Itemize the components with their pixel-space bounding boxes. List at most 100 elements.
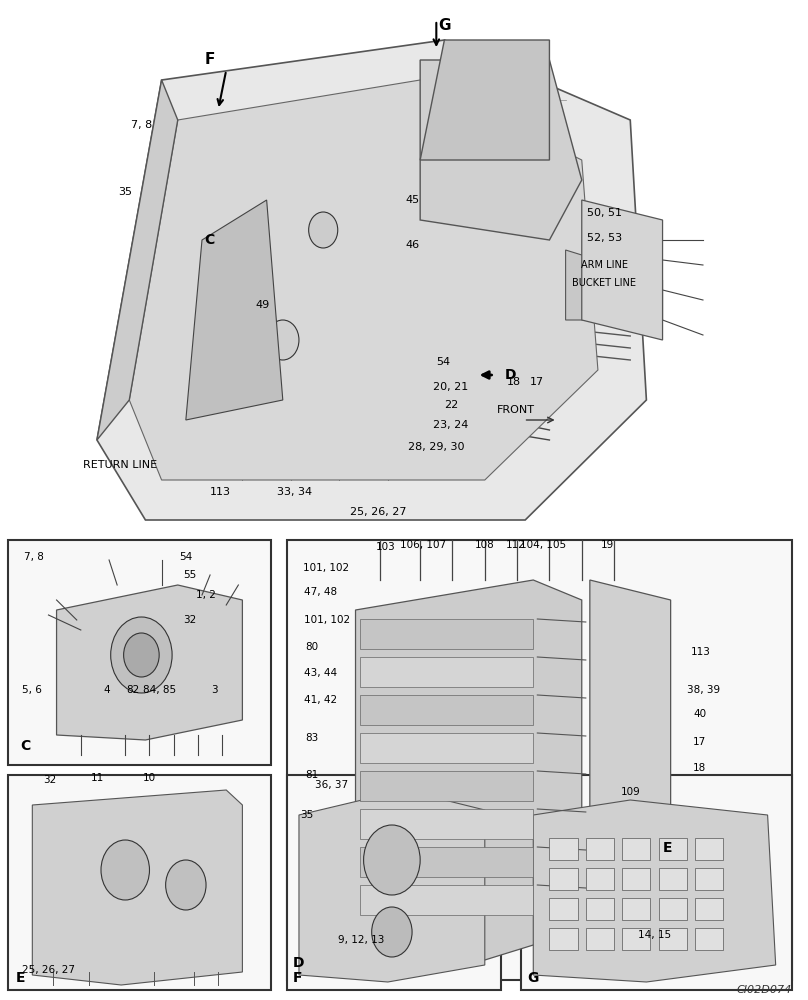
Text: 28, 29, 30: 28, 29, 30 bbox=[408, 442, 465, 452]
Text: 18: 18 bbox=[507, 377, 521, 387]
Bar bbox=[659, 838, 687, 860]
Text: 7, 8: 7, 8 bbox=[131, 120, 152, 130]
Polygon shape bbox=[57, 585, 242, 740]
Polygon shape bbox=[582, 200, 663, 340]
Polygon shape bbox=[360, 619, 533, 649]
Circle shape bbox=[111, 617, 172, 693]
Text: RETURN LINE: RETURN LINE bbox=[82, 460, 157, 470]
Text: 43, 44: 43, 44 bbox=[304, 668, 337, 678]
Text: ARM LINE: ARM LINE bbox=[581, 260, 628, 270]
Text: 46: 46 bbox=[405, 240, 419, 250]
Polygon shape bbox=[533, 800, 776, 982]
Text: 32: 32 bbox=[44, 775, 57, 785]
Bar bbox=[549, 928, 578, 950]
Text: 80: 80 bbox=[305, 642, 318, 652]
Polygon shape bbox=[97, 80, 178, 440]
Text: 19: 19 bbox=[601, 540, 614, 550]
Text: 113: 113 bbox=[691, 647, 711, 657]
Text: 9, 12, 13: 9, 12, 13 bbox=[338, 935, 384, 945]
Text: 35: 35 bbox=[118, 187, 133, 197]
Bar bbox=[586, 928, 614, 950]
Circle shape bbox=[206, 295, 246, 345]
Polygon shape bbox=[356, 580, 582, 960]
Bar bbox=[549, 898, 578, 920]
Text: D: D bbox=[505, 368, 516, 382]
Polygon shape bbox=[97, 40, 646, 520]
Text: 17: 17 bbox=[530, 377, 545, 387]
Text: 109: 109 bbox=[621, 787, 640, 797]
Bar bbox=[622, 868, 650, 890]
Text: C: C bbox=[204, 233, 214, 247]
Text: BUCKET LINE: BUCKET LINE bbox=[572, 278, 637, 288]
Polygon shape bbox=[360, 809, 533, 839]
Circle shape bbox=[372, 907, 412, 957]
Circle shape bbox=[465, 65, 505, 115]
Polygon shape bbox=[32, 790, 242, 985]
Bar bbox=[8, 540, 271, 765]
Polygon shape bbox=[299, 790, 485, 982]
Text: 41, 42: 41, 42 bbox=[304, 695, 337, 705]
Text: E: E bbox=[16, 971, 26, 985]
Text: 55: 55 bbox=[183, 570, 196, 580]
Text: 18: 18 bbox=[693, 763, 706, 773]
Text: 45: 45 bbox=[405, 195, 419, 205]
Text: 83: 83 bbox=[305, 733, 318, 743]
Bar bbox=[8, 775, 271, 990]
Bar bbox=[622, 898, 650, 920]
Bar bbox=[695, 898, 723, 920]
Text: 113: 113 bbox=[210, 487, 231, 497]
Text: 36, 37: 36, 37 bbox=[315, 780, 347, 790]
Polygon shape bbox=[129, 80, 598, 480]
Text: 40: 40 bbox=[693, 709, 706, 719]
Bar bbox=[287, 540, 792, 980]
Text: C: C bbox=[20, 739, 31, 753]
Polygon shape bbox=[186, 200, 283, 420]
Text: 103: 103 bbox=[376, 542, 395, 552]
Bar bbox=[659, 898, 687, 920]
Text: 84, 85: 84, 85 bbox=[144, 685, 176, 695]
Text: 49: 49 bbox=[255, 300, 270, 310]
Text: 104, 105: 104, 105 bbox=[520, 540, 566, 550]
Bar bbox=[659, 868, 687, 890]
Text: 23, 24: 23, 24 bbox=[433, 420, 469, 430]
Text: 20, 21: 20, 21 bbox=[433, 382, 469, 392]
Bar bbox=[586, 898, 614, 920]
Text: 81: 81 bbox=[305, 770, 318, 780]
Polygon shape bbox=[360, 847, 533, 877]
Polygon shape bbox=[360, 657, 533, 687]
Text: FRONT: FRONT bbox=[496, 405, 535, 415]
Text: 47, 48: 47, 48 bbox=[304, 587, 337, 597]
Bar bbox=[521, 775, 792, 990]
Bar bbox=[586, 838, 614, 860]
Bar bbox=[695, 868, 723, 890]
Text: 7, 8: 7, 8 bbox=[24, 552, 44, 562]
Text: 101, 102: 101, 102 bbox=[303, 563, 349, 573]
Bar bbox=[549, 838, 578, 860]
Bar bbox=[287, 775, 501, 990]
Text: 32: 32 bbox=[183, 615, 196, 625]
Bar bbox=[622, 838, 650, 860]
Text: 108: 108 bbox=[475, 540, 494, 550]
Circle shape bbox=[364, 825, 420, 895]
Text: 3: 3 bbox=[211, 685, 217, 695]
Bar bbox=[695, 838, 723, 860]
Text: 1, 2: 1, 2 bbox=[196, 590, 216, 600]
Polygon shape bbox=[590, 580, 671, 960]
Text: 17: 17 bbox=[693, 737, 706, 747]
Text: 54: 54 bbox=[436, 357, 450, 367]
Text: 25, 26, 27: 25, 26, 27 bbox=[22, 965, 75, 975]
Polygon shape bbox=[420, 40, 549, 160]
Text: 82: 82 bbox=[127, 685, 140, 695]
Text: 4: 4 bbox=[103, 685, 110, 695]
Circle shape bbox=[267, 320, 299, 360]
Bar bbox=[586, 868, 614, 890]
Polygon shape bbox=[360, 695, 533, 725]
Text: D: D bbox=[292, 956, 304, 970]
Text: F: F bbox=[292, 971, 302, 985]
Text: 112: 112 bbox=[506, 540, 525, 550]
Text: 101, 102: 101, 102 bbox=[304, 615, 350, 625]
Text: 5, 6: 5, 6 bbox=[23, 685, 42, 695]
Text: 33, 34: 33, 34 bbox=[277, 487, 313, 497]
Polygon shape bbox=[420, 60, 582, 240]
Text: G: G bbox=[527, 971, 538, 985]
